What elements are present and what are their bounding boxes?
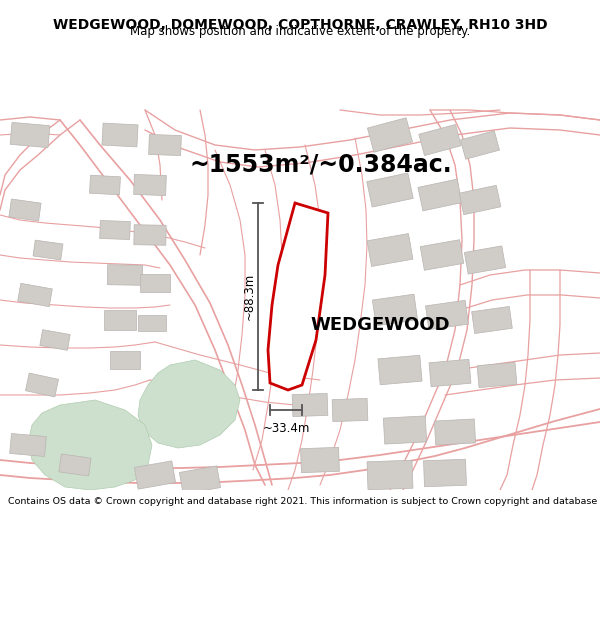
- Bar: [25, 373, 59, 397]
- Bar: [134, 225, 166, 245]
- Text: ~1553m²/~0.384ac.: ~1553m²/~0.384ac.: [190, 153, 452, 177]
- Bar: [459, 185, 501, 215]
- Bar: [140, 274, 170, 292]
- Text: ~88.3m: ~88.3m: [242, 273, 256, 320]
- Bar: [33, 240, 63, 260]
- Polygon shape: [28, 400, 152, 490]
- Bar: [367, 460, 413, 490]
- Text: Map shows position and indicative extent of the property.: Map shows position and indicative extent…: [130, 26, 470, 39]
- Bar: [9, 199, 41, 221]
- Bar: [425, 301, 469, 329]
- Bar: [292, 393, 328, 417]
- Bar: [424, 459, 466, 487]
- Bar: [89, 175, 121, 195]
- Bar: [464, 246, 506, 274]
- Bar: [134, 461, 176, 489]
- Bar: [429, 359, 471, 387]
- Bar: [40, 330, 70, 350]
- Bar: [419, 124, 461, 156]
- Text: ~33.4m: ~33.4m: [262, 422, 310, 435]
- Bar: [461, 131, 499, 159]
- Bar: [149, 134, 181, 156]
- Bar: [17, 283, 52, 307]
- Bar: [134, 174, 166, 196]
- Bar: [59, 454, 91, 476]
- Bar: [102, 123, 138, 147]
- Bar: [100, 221, 130, 239]
- Bar: [179, 466, 221, 494]
- Bar: [138, 315, 166, 331]
- Polygon shape: [268, 203, 328, 390]
- Bar: [110, 351, 140, 369]
- Bar: [472, 306, 512, 334]
- Bar: [373, 294, 418, 326]
- Bar: [418, 179, 462, 211]
- Text: WEDGEWOOD, DOMEWOOD, COPTHORNE, CRAWLEY, RH10 3HD: WEDGEWOOD, DOMEWOOD, COPTHORNE, CRAWLEY,…: [53, 18, 547, 32]
- Text: Contains OS data © Crown copyright and database right 2021. This information is : Contains OS data © Crown copyright and d…: [8, 497, 600, 506]
- Bar: [420, 240, 464, 270]
- Bar: [383, 416, 427, 444]
- Bar: [104, 310, 136, 330]
- Bar: [301, 448, 340, 472]
- Bar: [378, 355, 422, 385]
- Bar: [10, 434, 46, 456]
- Polygon shape: [138, 360, 240, 448]
- Bar: [477, 362, 517, 388]
- Bar: [367, 173, 413, 207]
- Bar: [332, 398, 368, 422]
- Bar: [367, 234, 413, 266]
- Bar: [434, 419, 476, 445]
- Bar: [10, 122, 50, 148]
- Text: WEDGEWOOD: WEDGEWOOD: [310, 316, 450, 334]
- Bar: [107, 265, 143, 285]
- Bar: [367, 118, 413, 152]
